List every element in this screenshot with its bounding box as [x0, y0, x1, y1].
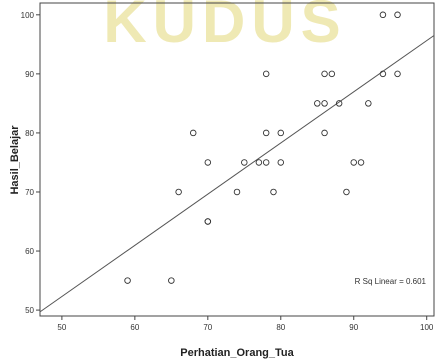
x-tick-label: 90 [349, 323, 358, 332]
x-tick-label: 60 [130, 323, 139, 332]
data-point [204, 218, 212, 225]
data-point [262, 70, 270, 78]
data-point [321, 129, 328, 137]
data-point [321, 100, 328, 107]
data-point [124, 277, 131, 284]
data-point [255, 159, 263, 166]
data-point [350, 159, 357, 166]
data-point [328, 70, 336, 78]
data-point [314, 100, 321, 107]
y-tick-label: 90 [25, 70, 34, 79]
data-point [270, 188, 277, 196]
x-axis: 50 60 70 80 90 100 [57, 316, 434, 332]
y-tick-label: 70 [25, 188, 34, 197]
data-point [394, 70, 401, 78]
data-point [343, 188, 350, 196]
linear-fit-line [39, 35, 435, 313]
y-tick-label: 100 [21, 11, 35, 20]
plot-frame [39, 2, 435, 317]
y-axis: 50 60 70 80 90 100 [21, 11, 40, 315]
y-tick-label: 50 [25, 306, 34, 315]
y-axis-title: Hasil_Belajar [9, 125, 21, 195]
data-point [335, 100, 343, 107]
x-tick-label: 50 [57, 323, 66, 332]
x-axis-title: Perhatian_Orang_Tua [180, 347, 294, 359]
data-point [321, 70, 328, 78]
data-point [277, 159, 285, 166]
data-points [124, 11, 401, 284]
data-point [241, 159, 248, 166]
data-point [277, 129, 285, 137]
x-tick-label: 100 [420, 323, 434, 332]
data-point [189, 129, 197, 137]
data-point [379, 70, 387, 78]
y-tick-label: 80 [25, 129, 34, 138]
data-point [357, 159, 365, 166]
data-point [204, 159, 212, 166]
watermark-text: KUDUS [103, 0, 346, 55]
data-point [365, 100, 372, 107]
data-point [379, 11, 387, 19]
data-point [394, 11, 401, 19]
data-point [168, 277, 175, 284]
data-point [262, 159, 270, 166]
x-tick-label: 70 [203, 323, 212, 332]
data-point [262, 129, 270, 137]
r-squared-annotation: R Sq Linear = 0.601 [355, 277, 427, 286]
x-tick-label: 80 [276, 323, 285, 332]
data-point [233, 188, 241, 196]
y-tick-label: 60 [25, 247, 34, 256]
data-point [175, 188, 182, 196]
